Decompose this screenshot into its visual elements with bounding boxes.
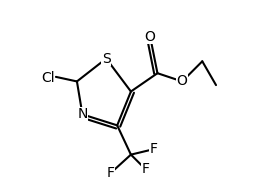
- Text: F: F: [141, 162, 149, 176]
- Text: F: F: [150, 142, 158, 156]
- Text: S: S: [102, 52, 110, 66]
- Text: O: O: [177, 74, 188, 88]
- Text: O: O: [145, 30, 155, 44]
- Text: Cl: Cl: [41, 71, 54, 85]
- Text: F: F: [107, 166, 115, 180]
- Text: N: N: [77, 107, 88, 121]
